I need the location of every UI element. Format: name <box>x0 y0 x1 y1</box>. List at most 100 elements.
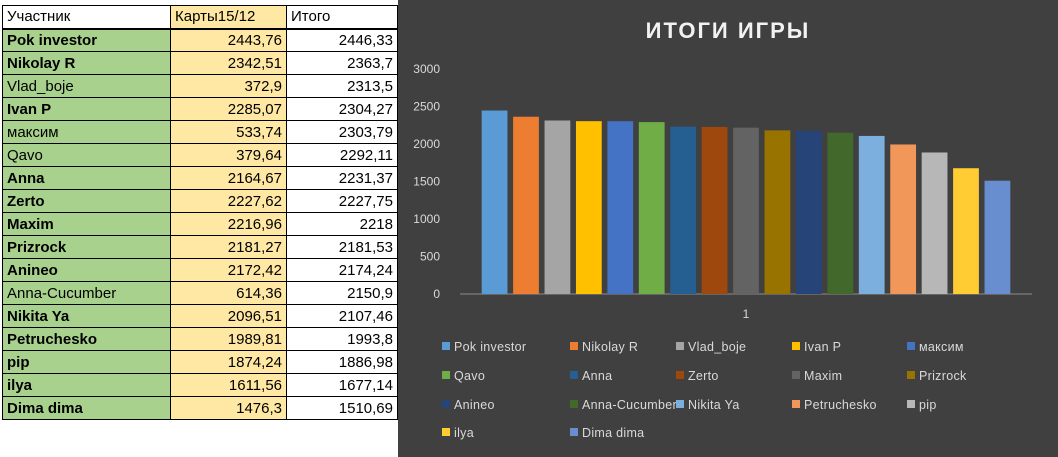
cell-participant[interactable]: Vlad_boje <box>2 74 171 98</box>
cell-cards[interactable]: 533,74 <box>170 120 287 144</box>
cell-participant[interactable]: Ivan P <box>2 97 171 121</box>
legend-entry: Anineo <box>454 398 495 412</box>
legend-entry: Petruchesko <box>804 398 877 412</box>
cell-participant[interactable]: Nikita Ya <box>2 304 171 328</box>
cell-participant[interactable]: Dima dima <box>2 396 171 420</box>
legend-entry: Maxim <box>804 369 842 383</box>
table-row: Vlad_boje 372,9 2313,5 <box>2 74 398 98</box>
y-tick-label: 500 <box>420 250 440 264</box>
cell-total[interactable]: 2227,75 <box>286 189 398 213</box>
cell-cards[interactable]: 372,9 <box>170 74 287 98</box>
legend-entry: Dima dima <box>582 426 644 440</box>
cell-cards[interactable]: 2172,42 <box>170 258 287 282</box>
chart-area[interactable]: ИТОГИ ИГРЫ 0 500 1000 1500 2000 2500 3000 1 Pok i… <box>398 0 1058 457</box>
cell-total[interactable]: 2303,79 <box>286 120 398 144</box>
bar-11 <box>795 130 822 294</box>
cell-participant[interactable]: ilya <box>2 373 171 397</box>
cell-total[interactable]: 2107,46 <box>286 304 398 328</box>
cell-total[interactable]: 2446,33 <box>286 28 398 52</box>
bar-15 <box>921 152 948 294</box>
cell-cards[interactable]: 1611,56 <box>170 373 287 397</box>
cell-participant[interactable]: максим <box>2 120 171 144</box>
cell-cards[interactable]: 2285,07 <box>170 97 287 121</box>
bar-1 <box>481 110 508 294</box>
legend-entry: Prizrock <box>919 369 967 383</box>
cell-cards[interactable]: 614,36 <box>170 281 287 305</box>
cell-participant[interactable]: pip <box>2 350 171 374</box>
cell-cards[interactable]: 1989,81 <box>170 327 287 351</box>
cell-participant[interactable]: Zerto <box>2 189 171 213</box>
cell-total[interactable]: 2313,5 <box>286 74 398 98</box>
legend-swatch <box>442 342 450 350</box>
results-table: Участник Карты15/12 Итого Pok investor 24… <box>2 5 398 420</box>
cell-participant[interactable]: Nikolay R <box>2 51 171 75</box>
cell-cards[interactable]: 2342,51 <box>170 51 287 75</box>
legend-entry: pip <box>919 398 937 412</box>
legend-entry: Ivan P <box>804 340 841 354</box>
cell-total[interactable]: 1510,69 <box>286 396 398 420</box>
cell-cards[interactable]: 2181,27 <box>170 235 287 259</box>
legend-swatch <box>442 400 450 408</box>
cell-total[interactable]: 1677,14 <box>286 373 398 397</box>
header-participant[interactable]: Участник <box>2 5 171 30</box>
cell-total[interactable]: 2231,37 <box>286 166 398 190</box>
cell-total[interactable]: 2181,53 <box>286 235 398 259</box>
cell-participant[interactable]: Pok investor <box>2 28 171 52</box>
cell-total[interactable]: 2304,27 <box>286 97 398 121</box>
bar-14 <box>890 144 917 294</box>
cell-total[interactable]: 1886,98 <box>286 350 398 374</box>
cell-total[interactable]: 2150,9 <box>286 281 398 305</box>
legend-swatch <box>792 400 800 408</box>
chart-background <box>398 0 1058 457</box>
cell-total[interactable]: 2218 <box>286 212 398 236</box>
cell-cards[interactable]: 2096,51 <box>170 304 287 328</box>
table-row: Petruchesko 1989,81 1993,8 <box>2 327 398 351</box>
cell-participant[interactable]: Qavo <box>2 143 171 167</box>
legend-entry: ilya <box>454 426 474 440</box>
bar-5 <box>607 121 634 294</box>
cell-cards[interactable]: 2227,62 <box>170 189 287 213</box>
cell-participant[interactable]: Anna <box>2 166 171 190</box>
cell-total[interactable]: 2292,11 <box>286 143 398 167</box>
header-cards[interactable]: Карты15/12 <box>170 5 287 30</box>
legend-swatch <box>676 400 684 408</box>
legend-entry: Vlad_boje <box>688 340 746 354</box>
legend-swatch <box>676 342 684 350</box>
cell-participant[interactable]: Maxim <box>2 212 171 236</box>
cell-participant[interactable]: Anineo <box>2 258 171 282</box>
bar-3 <box>544 120 571 294</box>
y-tick-label: 0 <box>433 287 440 301</box>
table-row: Prizrock 2181,27 2181,53 <box>2 235 398 259</box>
cell-total[interactable]: 1993,8 <box>286 327 398 351</box>
cell-cards[interactable]: 2164,67 <box>170 166 287 190</box>
table-row: Dima dima 1476,3 1510,69 <box>2 396 398 420</box>
cell-total[interactable]: 2363,7 <box>286 51 398 75</box>
bar-2 <box>513 116 539 294</box>
legend-swatch <box>570 342 578 350</box>
legend-entry: Zerto <box>688 369 719 383</box>
cell-cards[interactable]: 2216,96 <box>170 212 287 236</box>
bar-16 <box>953 168 979 294</box>
table-row: максим 533,74 2303,79 <box>2 120 398 144</box>
cell-participant[interactable]: Petruchesko <box>2 327 171 351</box>
table-row: Qavo 379,64 2292,11 <box>2 143 398 167</box>
cell-participant[interactable]: Prizrock <box>2 235 171 259</box>
legend-swatch <box>570 428 578 436</box>
y-tick-label: 2500 <box>413 100 440 114</box>
table-row: Anna 2164,67 2231,37 <box>2 166 398 190</box>
legend-swatch <box>676 371 684 379</box>
cell-cards[interactable]: 1874,24 <box>170 350 287 374</box>
table-body: Pok investor 2443,76 2446,33 Nikolay R 2342,… <box>2 28 398 420</box>
bar-12 <box>827 132 854 294</box>
table-row: Pok investor 2443,76 2446,33 <box>2 28 398 52</box>
legend-swatch <box>570 371 578 379</box>
header-total[interactable]: Итого <box>286 5 398 30</box>
cell-total[interactable]: 2174,24 <box>286 258 398 282</box>
cell-participant[interactable]: Anna-Cucumber <box>2 281 171 305</box>
cell-cards[interactable]: 2443,76 <box>170 28 287 52</box>
cell-cards[interactable]: 1476,3 <box>170 396 287 420</box>
y-tick-label: 1500 <box>413 175 440 189</box>
bar-13 <box>858 135 885 294</box>
table-row: pip 1874,24 1886,98 <box>2 350 398 374</box>
cell-cards[interactable]: 379,64 <box>170 143 287 167</box>
